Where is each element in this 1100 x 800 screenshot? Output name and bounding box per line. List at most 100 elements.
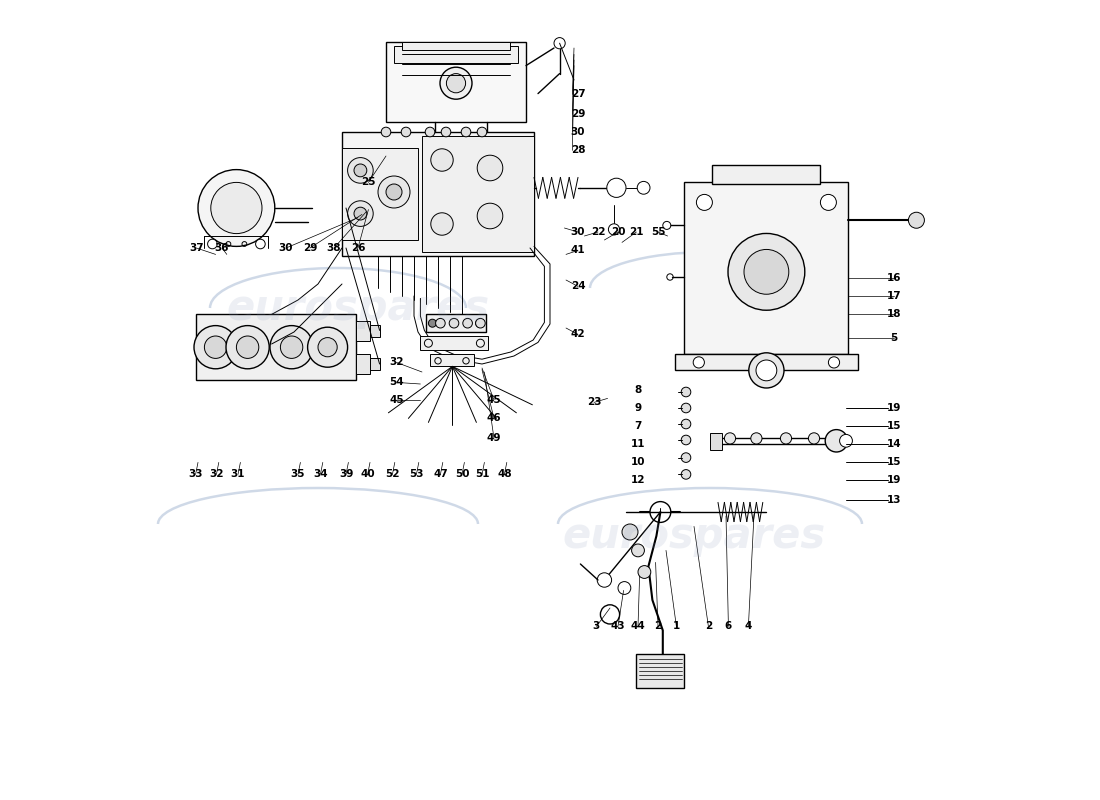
Circle shape xyxy=(208,239,217,249)
Text: 42: 42 xyxy=(571,330,585,339)
Circle shape xyxy=(378,176,410,208)
Text: 32: 32 xyxy=(209,470,223,479)
Text: 24: 24 xyxy=(571,282,585,291)
Text: 43: 43 xyxy=(610,622,625,631)
Text: 28: 28 xyxy=(571,146,585,155)
Text: 44: 44 xyxy=(630,622,646,631)
Text: 22: 22 xyxy=(591,227,605,237)
Circle shape xyxy=(631,544,645,557)
Circle shape xyxy=(348,158,373,183)
Circle shape xyxy=(318,338,338,357)
Text: 13: 13 xyxy=(887,495,901,505)
Text: 54: 54 xyxy=(389,378,404,387)
Circle shape xyxy=(428,319,437,327)
Text: 16: 16 xyxy=(887,274,901,283)
Circle shape xyxy=(226,326,270,369)
Bar xyxy=(674,354,858,370)
Bar xyxy=(386,42,526,122)
Bar xyxy=(426,314,486,332)
Text: 32: 32 xyxy=(389,358,404,367)
Circle shape xyxy=(780,433,792,444)
Circle shape xyxy=(477,155,503,181)
Circle shape xyxy=(449,318,459,328)
Bar xyxy=(710,433,722,450)
Circle shape xyxy=(638,566,651,578)
Circle shape xyxy=(756,360,777,381)
Text: 6: 6 xyxy=(725,622,732,631)
Circle shape xyxy=(607,178,626,198)
Text: 5: 5 xyxy=(890,334,898,343)
Circle shape xyxy=(693,357,704,368)
Circle shape xyxy=(205,336,227,358)
Text: 10: 10 xyxy=(630,458,646,467)
Text: 2: 2 xyxy=(654,622,661,631)
Circle shape xyxy=(255,239,265,249)
Text: 20: 20 xyxy=(610,227,625,237)
Circle shape xyxy=(236,336,258,358)
Circle shape xyxy=(198,170,275,246)
Circle shape xyxy=(681,470,691,479)
Circle shape xyxy=(441,127,451,137)
Text: 29: 29 xyxy=(302,243,317,253)
Circle shape xyxy=(681,453,691,462)
Text: 53: 53 xyxy=(409,470,424,479)
Text: 25: 25 xyxy=(361,178,375,187)
Bar xyxy=(370,358,379,370)
Text: 51: 51 xyxy=(475,470,490,479)
Circle shape xyxy=(475,319,484,327)
Circle shape xyxy=(725,433,736,444)
Text: 15: 15 xyxy=(887,458,901,467)
Text: 37: 37 xyxy=(189,243,204,253)
Circle shape xyxy=(618,582,630,594)
Circle shape xyxy=(650,502,671,522)
Text: 45: 45 xyxy=(486,395,502,405)
Circle shape xyxy=(751,433,762,444)
Text: 50: 50 xyxy=(454,470,470,479)
Bar xyxy=(355,354,370,374)
Bar xyxy=(342,148,418,240)
Text: 39: 39 xyxy=(339,470,353,479)
Circle shape xyxy=(681,403,691,413)
Circle shape xyxy=(909,212,924,228)
Text: 35: 35 xyxy=(290,470,306,479)
Circle shape xyxy=(440,67,472,99)
Circle shape xyxy=(808,433,820,444)
Circle shape xyxy=(211,182,262,234)
Circle shape xyxy=(825,430,848,452)
Text: 52: 52 xyxy=(385,470,399,479)
Text: 30: 30 xyxy=(571,127,585,137)
Text: 19: 19 xyxy=(887,475,901,485)
Text: 19: 19 xyxy=(887,403,901,413)
Text: 30: 30 xyxy=(278,243,294,253)
Circle shape xyxy=(308,327,348,367)
Circle shape xyxy=(354,207,366,220)
Text: 17: 17 xyxy=(887,291,901,301)
Circle shape xyxy=(426,127,434,137)
Text: 38: 38 xyxy=(327,243,341,253)
Text: 18: 18 xyxy=(887,310,901,319)
Circle shape xyxy=(821,194,836,210)
Text: 47: 47 xyxy=(433,470,448,479)
Circle shape xyxy=(382,127,390,137)
Text: 45: 45 xyxy=(389,395,404,405)
Text: 26: 26 xyxy=(351,243,365,253)
Bar xyxy=(394,46,518,63)
Circle shape xyxy=(681,435,691,445)
Text: 33: 33 xyxy=(188,470,202,479)
Circle shape xyxy=(431,149,453,171)
Circle shape xyxy=(270,326,314,369)
Circle shape xyxy=(608,224,619,235)
Circle shape xyxy=(681,419,691,429)
Circle shape xyxy=(354,164,366,177)
Text: 21: 21 xyxy=(629,227,644,237)
Text: 36: 36 xyxy=(214,243,229,253)
Text: 1: 1 xyxy=(673,622,680,631)
Text: 55: 55 xyxy=(651,227,666,237)
Bar xyxy=(430,354,474,366)
Bar xyxy=(342,132,534,256)
Text: 11: 11 xyxy=(630,439,646,449)
Text: 9: 9 xyxy=(635,403,641,413)
Text: 12: 12 xyxy=(630,475,646,485)
Circle shape xyxy=(554,38,565,49)
Text: 15: 15 xyxy=(887,422,901,431)
